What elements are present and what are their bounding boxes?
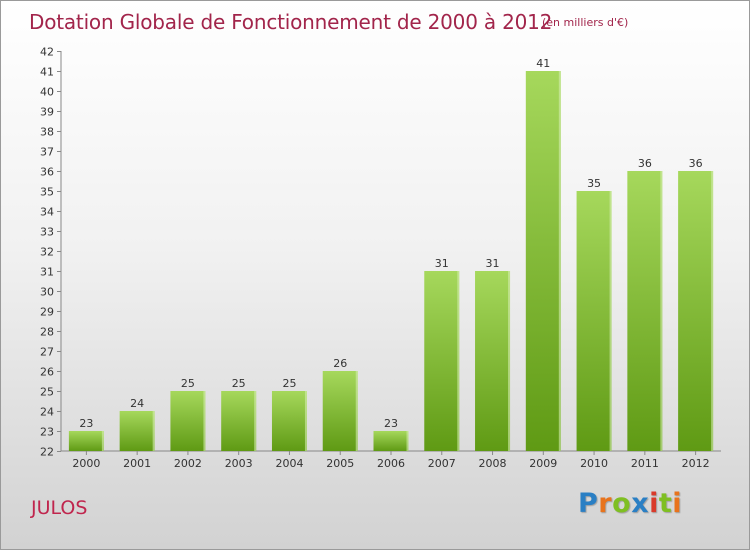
data-label: 36 bbox=[689, 157, 703, 170]
logo-letter: r bbox=[598, 488, 613, 519]
y-tick-label: 41 bbox=[40, 66, 54, 79]
data-label: 24 bbox=[130, 397, 144, 410]
bar-edge bbox=[406, 431, 409, 451]
data-label: 26 bbox=[333, 357, 347, 370]
x-tick-label: 2006 bbox=[377, 457, 405, 470]
bar-2005 bbox=[322, 371, 358, 451]
bar-2001 bbox=[119, 411, 155, 451]
axes bbox=[57, 51, 721, 455]
logo-letter: i bbox=[672, 488, 683, 519]
y-tick-label: 38 bbox=[40, 126, 54, 139]
x-tick-label: 2000 bbox=[72, 457, 100, 470]
data-label: 41 bbox=[536, 57, 550, 70]
y-tick-label: 42 bbox=[40, 46, 54, 59]
bar-2004 bbox=[271, 391, 307, 451]
y-tick-label: 30 bbox=[40, 286, 54, 299]
bar-edge bbox=[355, 371, 358, 451]
y-tick-label: 29 bbox=[40, 306, 54, 319]
x-tick-label: 2002 bbox=[174, 457, 202, 470]
bar-edge bbox=[711, 171, 714, 451]
bar-2009 bbox=[525, 71, 561, 451]
bar-edge bbox=[152, 411, 155, 451]
y-tick-label: 25 bbox=[40, 386, 54, 399]
data-label: 35 bbox=[587, 177, 601, 190]
x-tick-label: 2007 bbox=[428, 457, 456, 470]
y-tick-label: 23 bbox=[40, 426, 54, 439]
y-tick-label: 24 bbox=[40, 406, 54, 419]
bar-edge bbox=[101, 431, 104, 451]
bar-2012 bbox=[678, 171, 714, 451]
y-tick-label: 34 bbox=[40, 206, 54, 219]
logo-letter: i bbox=[649, 488, 659, 519]
logo-letter: P bbox=[578, 488, 599, 519]
x-tick-label: 2001 bbox=[123, 457, 151, 470]
y-tick-label: 31 bbox=[40, 266, 54, 279]
y-tick-label: 36 bbox=[40, 166, 54, 179]
x-tick-label: 2009 bbox=[529, 457, 557, 470]
bar-edge bbox=[508, 271, 511, 451]
bar-edge bbox=[457, 271, 460, 451]
unit-note: (en milliers d'€) bbox=[542, 16, 629, 29]
logo-letter: o bbox=[612, 488, 632, 519]
y-tick-label: 27 bbox=[40, 346, 54, 359]
data-label: 25 bbox=[282, 377, 296, 390]
chart-title: Dotation Globale de Fonctionnement de 20… bbox=[29, 10, 553, 34]
data-label: 31 bbox=[435, 257, 449, 270]
y-tick-label: 35 bbox=[40, 186, 54, 199]
x-tick-label: 2003 bbox=[225, 457, 253, 470]
bar-2008 bbox=[475, 271, 511, 451]
data-label: 25 bbox=[181, 377, 195, 390]
bar-edge bbox=[660, 171, 663, 451]
logo-letter: x bbox=[631, 488, 650, 519]
x-tick-label: 2010 bbox=[580, 457, 608, 470]
bar-2010 bbox=[576, 191, 612, 451]
x-tick-label: 2008 bbox=[479, 457, 507, 470]
x-tick-label: 2011 bbox=[631, 457, 659, 470]
bar-edge bbox=[304, 391, 307, 451]
data-label: 36 bbox=[638, 157, 652, 170]
bar-2011 bbox=[627, 171, 663, 451]
bar-edge bbox=[254, 391, 257, 451]
bar-edge bbox=[558, 71, 561, 451]
bar-edge bbox=[203, 391, 206, 451]
y-tick-label: 40 bbox=[40, 86, 54, 99]
bar-2006 bbox=[373, 431, 409, 451]
bar-2002 bbox=[170, 391, 206, 451]
y-tick-label: 28 bbox=[40, 326, 54, 339]
y-tick-label: 22 bbox=[40, 446, 54, 459]
bar-2003 bbox=[221, 391, 257, 451]
x-tick-label: 2012 bbox=[682, 457, 710, 470]
proxiti-logo[interactable]: Proxiti bbox=[578, 488, 682, 519]
bars bbox=[68, 71, 714, 451]
y-tick-label: 32 bbox=[40, 246, 54, 259]
x-tick-label: 2004 bbox=[275, 457, 303, 470]
bar-edge bbox=[609, 191, 612, 451]
data-label: 23 bbox=[79, 417, 93, 430]
y-tick-label: 33 bbox=[40, 226, 54, 239]
y-tick-label: 26 bbox=[40, 366, 54, 379]
tick-labels: 22 23 24 25 26 27 28 29 30 31 32 33 34 35 36 37 38 39 40 41… bbox=[40, 46, 710, 471]
x-tick-label: 2005 bbox=[326, 457, 354, 470]
y-tick-label: 39 bbox=[40, 106, 54, 119]
data-label: 23 bbox=[384, 417, 398, 430]
y-tick-label: 37 bbox=[40, 146, 54, 159]
bar-2000 bbox=[68, 431, 104, 451]
data-label: 31 bbox=[486, 257, 500, 270]
commune-name: JULOS bbox=[31, 497, 88, 519]
data-label: 25 bbox=[232, 377, 246, 390]
bar-2007 bbox=[424, 271, 460, 451]
logo-letter: t bbox=[658, 488, 673, 519]
